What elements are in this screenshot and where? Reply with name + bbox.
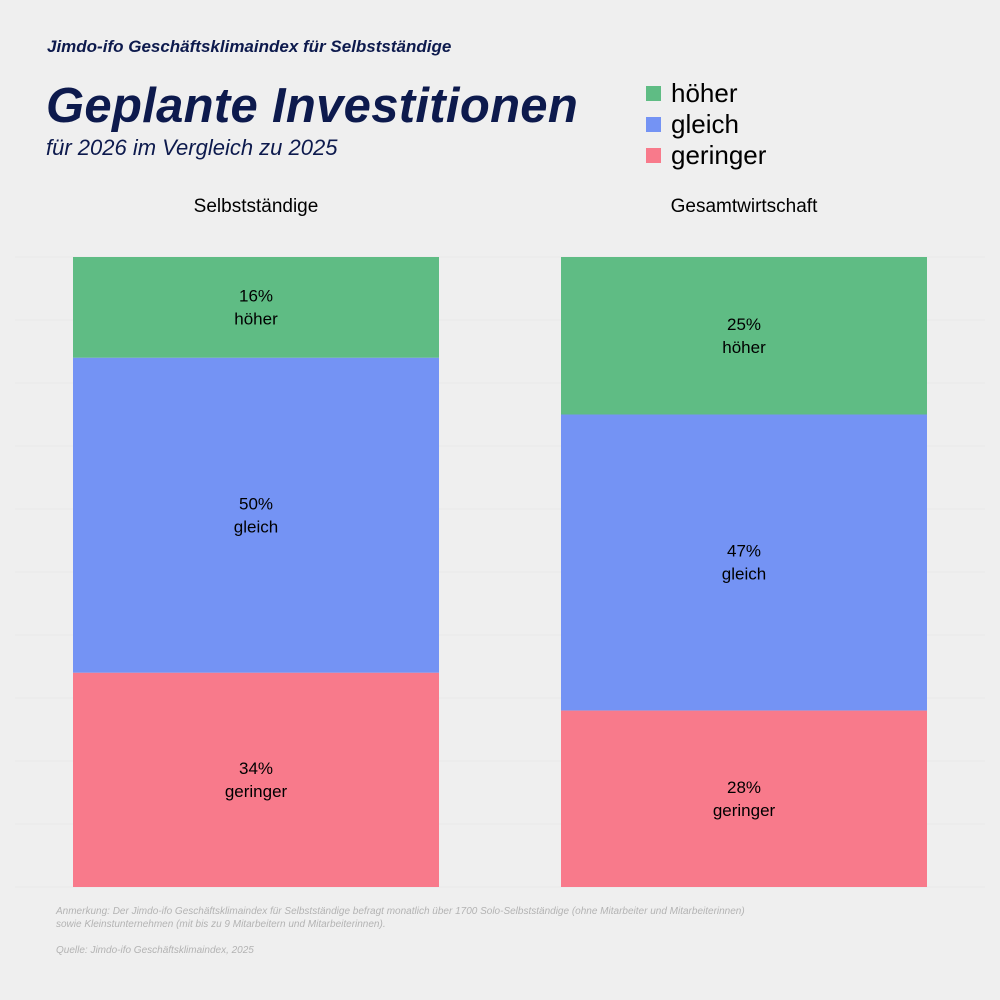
legend-label-gleich: gleich (671, 109, 739, 139)
data-label-value-selbststaendige-gleich: 50% (239, 494, 273, 513)
chart-subtitle: für 2026 im Vergleich zu 2025 (46, 135, 338, 160)
bar-segment-selbststaendige-gleich (73, 357, 439, 673)
data-label-series-gesamtwirtschaft-geringer: geringer (713, 801, 776, 820)
bar-segment-selbststaendige-hoeher (73, 257, 439, 358)
data-label-value-gesamtwirtschaft-geringer: 28% (727, 778, 761, 797)
bar-segment-gesamtwirtschaft-gleich (561, 414, 927, 711)
source-note: Quelle: Jimdo-ifo Geschäftsklimaindex, 2… (56, 945, 254, 956)
chart-legend: höher gleich geringer (646, 78, 766, 171)
legend-swatch-hoeher (646, 86, 661, 101)
data-label-series-selbststaendige-hoeher: höher (234, 309, 278, 328)
panel-title-selbststaendige: Selbstständige (193, 196, 319, 217)
chart-title: Geplante Investitionen (46, 79, 579, 133)
data-label-value-selbststaendige-geringer: 34% (239, 759, 273, 778)
bar-segment-gesamtwirtschaft-geringer (561, 710, 927, 887)
footnote: Anmerkung: Der Jimdo-ifo Geschäftsklimai… (56, 906, 745, 930)
legend-swatch-geringer (646, 148, 661, 163)
data-label-series-gesamtwirtschaft-hoeher: höher (722, 338, 766, 357)
data-label-value-gesamtwirtschaft-hoeher: 25% (727, 315, 761, 334)
data-label-value-gesamtwirtschaft-gleich: 47% (727, 542, 761, 561)
legend-swatch-gleich (646, 117, 661, 132)
bar-segment-gesamtwirtschaft-hoeher (561, 257, 927, 415)
legend-item-gleich: gleich (646, 109, 766, 140)
data-label-value-selbststaendige-hoeher: 16% (239, 286, 273, 305)
data-label-series-gesamtwirtschaft-gleich: gleich (722, 565, 766, 584)
panel-title-gesamtwirtschaft: Gesamtwirtschaft (670, 196, 818, 217)
data-label-series-selbststaendige-gleich: gleich (234, 517, 278, 536)
data-label-series-selbststaendige-geringer: geringer (225, 782, 288, 801)
bar-segment-selbststaendige-geringer (73, 672, 439, 887)
legend-label-geringer: geringer (671, 140, 767, 170)
legend-item-hoeher: höher (646, 78, 766, 109)
legend-label-hoeher: höher (671, 78, 738, 108)
chart-kicker: Jimdo-ifo Geschäftsklimaindex für Selbst… (47, 37, 452, 56)
legend-item-geringer: geringer (646, 140, 766, 171)
